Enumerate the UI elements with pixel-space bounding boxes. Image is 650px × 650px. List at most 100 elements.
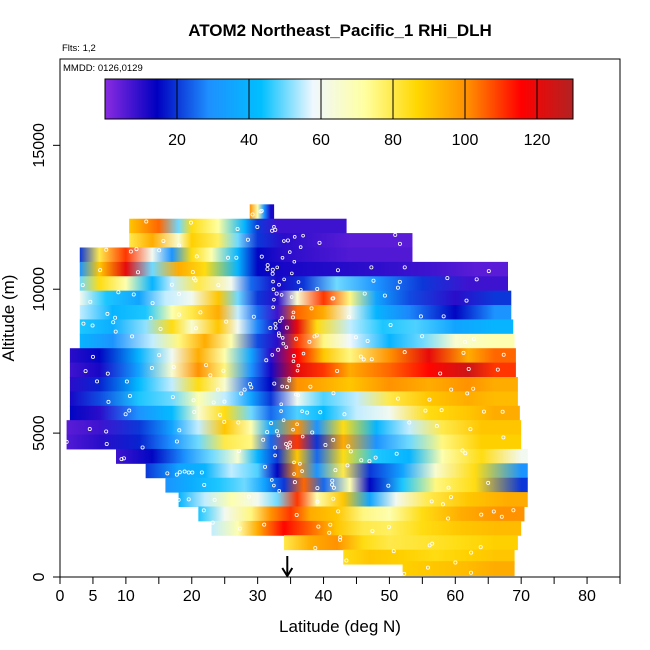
measurement-dot: [287, 250, 292, 254]
measurement-dot: [158, 326, 163, 331]
measurement-dot: [279, 402, 284, 407]
measurement-dot: [191, 276, 196, 281]
measurement-dot: [394, 451, 399, 456]
heatmap-band: [66, 420, 522, 436]
measurement-dot: [441, 314, 446, 319]
measurement-dot: [298, 245, 303, 249]
measurement-dot: [177, 470, 182, 475]
measurement-dot: [429, 499, 434, 504]
measurement-dot: [111, 320, 116, 325]
measurement-dot: [289, 295, 294, 299]
heatmap-band: [165, 477, 528, 493]
measurement-dot: [270, 271, 275, 276]
x-tick-label: 20: [183, 588, 201, 605]
measurement-dot: [382, 293, 387, 298]
measurement-dot: [362, 291, 367, 296]
measurement-dot: [285, 385, 290, 390]
y-axis: 0 5000 10000 15000: [31, 123, 60, 581]
measurement-dot: [449, 387, 454, 392]
colorbar: 20 40 60 80 100 120: [104, 78, 574, 149]
x-axis-label: Latitude (deg N): [279, 617, 401, 636]
measurement-dot: [402, 265, 407, 270]
measurement-dot: [186, 470, 191, 475]
measurement-dot: [282, 277, 286, 282]
measurement-dot: [157, 353, 162, 358]
heatmap-band: [69, 376, 518, 392]
measurement-dot: [169, 282, 174, 287]
heatmap-band: [116, 448, 528, 464]
measurement-dot: [149, 365, 154, 370]
measurement-dot: [124, 379, 129, 384]
measurement-dot: [95, 379, 100, 384]
measurement-dot: [215, 387, 220, 392]
measurement-dot: [274, 291, 279, 296]
measurement-dot: [261, 437, 266, 442]
measurement-dot: [342, 412, 347, 417]
measurement-dot: [251, 314, 256, 319]
measurement-dot: [331, 496, 336, 501]
measurement-dot: [501, 352, 506, 357]
measurement-dot: [258, 209, 263, 214]
measurement-dot: [295, 368, 300, 373]
measurement-dot: [278, 319, 282, 323]
measurement-dot: [191, 398, 196, 403]
measurement-dot: [280, 256, 285, 260]
measurement-dot: [330, 478, 335, 483]
measurement-dot: [270, 267, 275, 272]
heatmap-band: [211, 520, 522, 536]
measurement-dot: [121, 456, 126, 461]
measurement-dot: [83, 369, 88, 374]
measurement-dot: [272, 225, 276, 229]
measurement-dot: [288, 440, 292, 445]
heatmap-band: [79, 290, 512, 306]
latitude-marker-arrow: [281, 556, 294, 578]
y-tick-label: 15000: [31, 123, 48, 168]
measurement-dot: [277, 333, 282, 338]
heatmap-band: [343, 549, 515, 565]
colorbar-tick-label: 120: [524, 132, 551, 149]
measurement-dot: [271, 305, 275, 310]
measurement-dot: [127, 408, 132, 413]
measurement-dot: [438, 371, 443, 376]
measurement-dot: [123, 412, 128, 417]
heatmap-band: [284, 535, 518, 551]
measurement-dot: [276, 433, 281, 438]
measurement-dot: [418, 314, 423, 319]
measurement-dot: [294, 512, 299, 517]
measurement-dot: [157, 248, 162, 253]
measurement-dot: [106, 399, 111, 404]
measurement-dot: [501, 435, 506, 440]
measurement-dot: [397, 279, 402, 284]
measurement-dot: [281, 341, 286, 346]
measurement-dot: [328, 522, 333, 527]
measurement-dot: [194, 254, 199, 259]
measurement-dot: [511, 508, 516, 513]
measurement-dot: [331, 391, 336, 396]
heatmap-band: [69, 348, 516, 364]
measurement-dot: [281, 418, 286, 422]
measurement-dot: [309, 306, 314, 311]
measurement-dot: [269, 478, 274, 482]
measurement-dot: [300, 409, 304, 414]
measurement-dot: [280, 336, 285, 340]
measurement-dot: [402, 350, 407, 355]
measurement-dot: [250, 212, 255, 217]
measurement-dot: [176, 497, 181, 502]
measurement-dot: [199, 470, 204, 475]
measurement-dot: [90, 323, 95, 328]
measurement-dot: [192, 409, 197, 414]
measurement-dot: [361, 357, 366, 362]
measurement-dot: [474, 277, 479, 282]
measurement-dot: [345, 463, 350, 468]
heatmap-band: [79, 276, 508, 292]
measurement-dot: [318, 410, 323, 415]
measurement-dot: [425, 565, 430, 570]
measurement-dot: [369, 265, 374, 270]
measurement-dot: [446, 516, 451, 521]
measurement-dot: [290, 271, 294, 276]
measurement-dot: [301, 233, 305, 238]
measurement-dot: [216, 283, 221, 288]
measurement-dot: [315, 486, 320, 491]
measurement-dot: [327, 530, 332, 535]
measurement-dot: [466, 367, 471, 372]
